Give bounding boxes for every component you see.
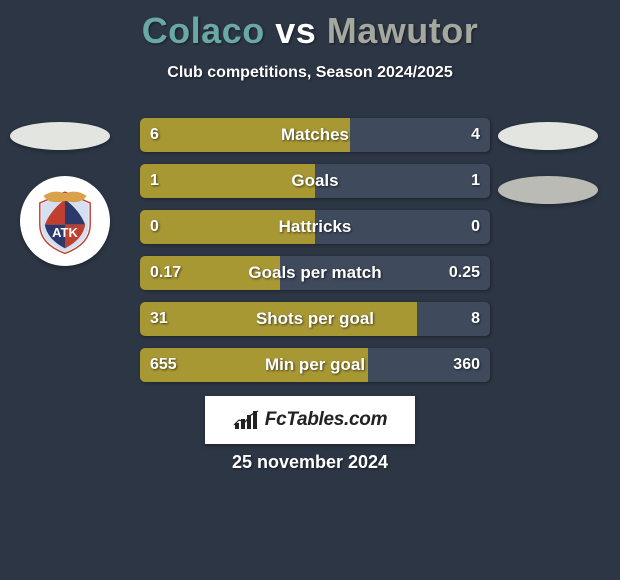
stat-value-left: 31 <box>150 302 168 336</box>
stat-value-left: 6 <box>150 118 159 152</box>
player2-club-placeholder <box>498 176 598 204</box>
branding-chart-icon <box>233 409 259 431</box>
stat-bar-left <box>140 302 417 336</box>
stat-row: 655360Min per goal <box>140 348 490 382</box>
stat-value-right: 360 <box>453 348 480 382</box>
stat-value-right: 1 <box>471 164 480 198</box>
stat-row: 318Shots per goal <box>140 302 490 336</box>
title-player2: Mawutor <box>327 10 479 51</box>
stat-value-left: 655 <box>150 348 177 382</box>
stat-row: 64Matches <box>140 118 490 152</box>
stat-row: 0.170.25Goals per match <box>140 256 490 290</box>
stat-value-right: 4 <box>471 118 480 152</box>
stat-value-right: 8 <box>471 302 480 336</box>
branding-badge: FcTables.com <box>205 396 415 444</box>
stat-value-left: 0.17 <box>150 256 181 290</box>
stat-bar-left <box>140 210 315 244</box>
player1-avatar-placeholder <box>10 122 110 150</box>
stat-bar-right <box>350 118 490 152</box>
branding-text: FcTables.com <box>265 409 387 431</box>
stat-row: 11Goals <box>140 164 490 198</box>
stat-rows-container: 64Matches11Goals00Hattricks0.170.25Goals… <box>140 118 490 394</box>
svg-text:ATK: ATK <box>52 225 78 240</box>
footer-date: 25 november 2024 <box>0 452 620 473</box>
player2-avatar-placeholder <box>498 122 598 150</box>
stat-value-right: 0.25 <box>449 256 480 290</box>
stat-bar-left <box>140 118 350 152</box>
stat-value-right: 0 <box>471 210 480 244</box>
club-crest-icon: ATK <box>29 185 101 257</box>
stat-bar-right <box>315 210 490 244</box>
title-vs: vs <box>275 10 316 51</box>
stat-bar-right <box>315 164 490 198</box>
subtitle: Club competitions, Season 2024/2025 <box>0 64 620 82</box>
player1-club-logo: ATK <box>20 176 110 266</box>
comparison-infographic: Colaco vs Mawutor Club competitions, Sea… <box>0 0 620 580</box>
stat-bar-left <box>140 164 315 198</box>
stat-value-left: 0 <box>150 210 159 244</box>
title-player1: Colaco <box>142 10 265 51</box>
stat-row: 00Hattricks <box>140 210 490 244</box>
page-title: Colaco vs Mawutor <box>0 0 620 52</box>
stat-value-left: 1 <box>150 164 159 198</box>
